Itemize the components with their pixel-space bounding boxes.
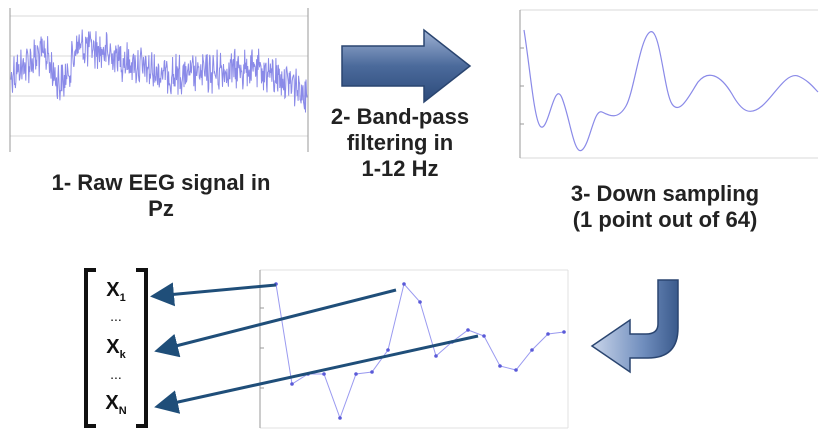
connector-arrow-xk	[154, 288, 397, 358]
downsampled-point	[354, 372, 358, 376]
downsampled-point	[466, 328, 470, 332]
downsampled-point	[370, 370, 374, 374]
vector-entry-xk-base: X	[106, 336, 120, 358]
step-3-caption: 3- Down sampling (1 point out of 64)	[508, 181, 822, 233]
step-1-line-2: Pz	[148, 196, 174, 221]
step-2-line-3: 1-12 Hz	[361, 156, 439, 181]
connector-arrow-xn	[154, 334, 479, 414]
vector-entry-xn: XN	[96, 392, 136, 417]
left-bracket	[84, 268, 96, 428]
step-3-line-1: 3- Down sampling	[570, 181, 760, 206]
step-1-caption: 1- Raw EEG signal in Pz	[0, 170, 322, 222]
vector-ellipsis-bottom: ...	[110, 366, 122, 382]
filtered-ticks	[520, 47, 524, 125]
downsampled-ticks	[260, 307, 264, 389]
vector-ellipsis-top: ...	[110, 308, 122, 324]
downsampled-point	[402, 282, 406, 286]
filtered-panel	[518, 8, 820, 160]
vector-entry-x1-base: X	[106, 279, 120, 301]
downsampled-point	[514, 368, 518, 372]
downsampled-point	[386, 348, 390, 352]
downsampled-point	[498, 364, 502, 368]
vector-entry-xn-sub: N	[118, 405, 127, 417]
raw-eeg-plot	[9, 8, 309, 152]
connector-arrow-x1	[150, 282, 277, 307]
downsampled-point	[338, 416, 342, 420]
raw-eeg-panel	[8, 6, 310, 154]
filtered-plot	[519, 9, 819, 159]
vector-entry-x1-sub: 1	[119, 292, 126, 304]
downsampled-point	[530, 348, 534, 352]
vector-entry-xk: Xk	[96, 336, 136, 361]
downsampled-point	[434, 354, 438, 358]
downsampled-point	[418, 300, 422, 304]
step-2-line-2: filtering in	[346, 130, 454, 155]
downsampled-point	[546, 332, 550, 336]
step-1-line-1: 1- Raw EEG signal in	[51, 170, 271, 195]
step-2-line-1: 2- Band-pass	[330, 104, 470, 129]
process-arrow-icon	[341, 28, 472, 104]
step-3-line-2: (1 point out of 64)	[572, 207, 758, 232]
vector-entry-xk-sub: k	[119, 349, 126, 361]
raw-eeg-signal-line	[10, 29, 308, 113]
downsampled-grid	[259, 269, 569, 429]
vector-entry-xn-base: X	[105, 392, 119, 414]
return-arrow-icon	[590, 279, 679, 374]
filtered-signal-line	[523, 29, 819, 152]
downsampled-point	[482, 334, 486, 338]
filtered-grid	[519, 9, 818, 159]
downsampled-point	[562, 330, 566, 334]
vector-entry-x1: X1	[96, 279, 136, 304]
vector-brackets	[84, 268, 148, 428]
step-2-caption: 2- Band-pass filtering in 1-12 Hz	[310, 104, 490, 182]
downsampled-point	[322, 372, 326, 376]
downsampled-point	[290, 382, 294, 386]
right-bracket	[136, 268, 148, 428]
